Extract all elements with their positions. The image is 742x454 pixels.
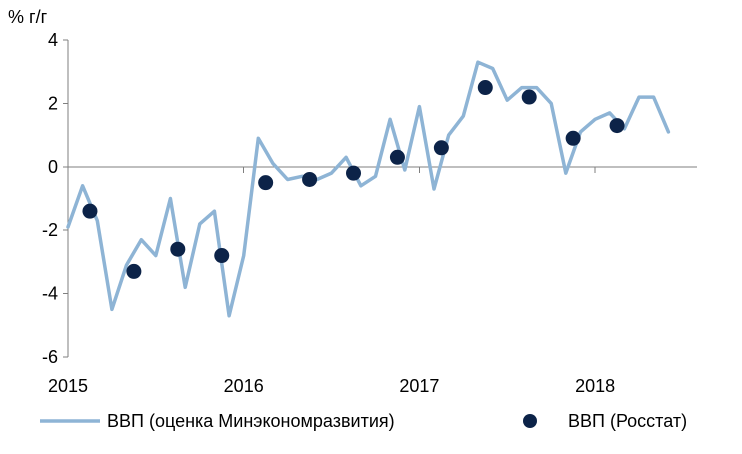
x-tick-label: 2016 <box>224 376 264 396</box>
series-point-rosstat <box>346 165 362 181</box>
series-point-rosstat <box>258 175 274 191</box>
series-point-rosstat <box>170 241 186 257</box>
y-tick-label: -4 <box>42 284 58 304</box>
y-tick-label: -6 <box>42 347 58 367</box>
series-point-rosstat <box>565 130 581 146</box>
series-layer <box>66 60 671 318</box>
y-tick-label: -2 <box>42 220 58 240</box>
legend-label-rosstat: ВВП (Росстат) <box>568 411 687 431</box>
legend-dot-swatch <box>523 414 537 428</box>
series-point-rosstat <box>433 140 449 156</box>
y-tick-label: 4 <box>48 30 58 50</box>
chart-axes <box>63 39 697 358</box>
y-unit-label: % г/г <box>8 7 48 27</box>
series-point-rosstat <box>389 149 405 165</box>
series-point-rosstat <box>302 171 318 187</box>
series-point-rosstat <box>126 263 142 279</box>
x-tick-label: 2015 <box>48 376 88 396</box>
series-line-ministry-estimate <box>66 60 671 318</box>
legend: ВВП (оценка Минэкономразвития) ВВП (Росст… <box>40 411 687 431</box>
series-point-rosstat <box>521 89 537 105</box>
y-tick-label: 0 <box>48 157 58 177</box>
series-point-rosstat <box>214 248 230 264</box>
x-tick-label: 2017 <box>399 376 439 396</box>
series-point-rosstat <box>609 118 625 134</box>
y-tick-label: 2 <box>48 93 58 113</box>
tick-labels: 4 2 0 -2 -4 -6 2015 2016 2017 2018 <box>42 30 615 396</box>
series-point-rosstat <box>82 203 98 219</box>
x-tick-label: 2018 <box>575 376 615 396</box>
legend-label-ministry-estimate: ВВП (оценка Минэкономразвития) <box>107 411 395 431</box>
series-point-rosstat <box>477 80 493 96</box>
